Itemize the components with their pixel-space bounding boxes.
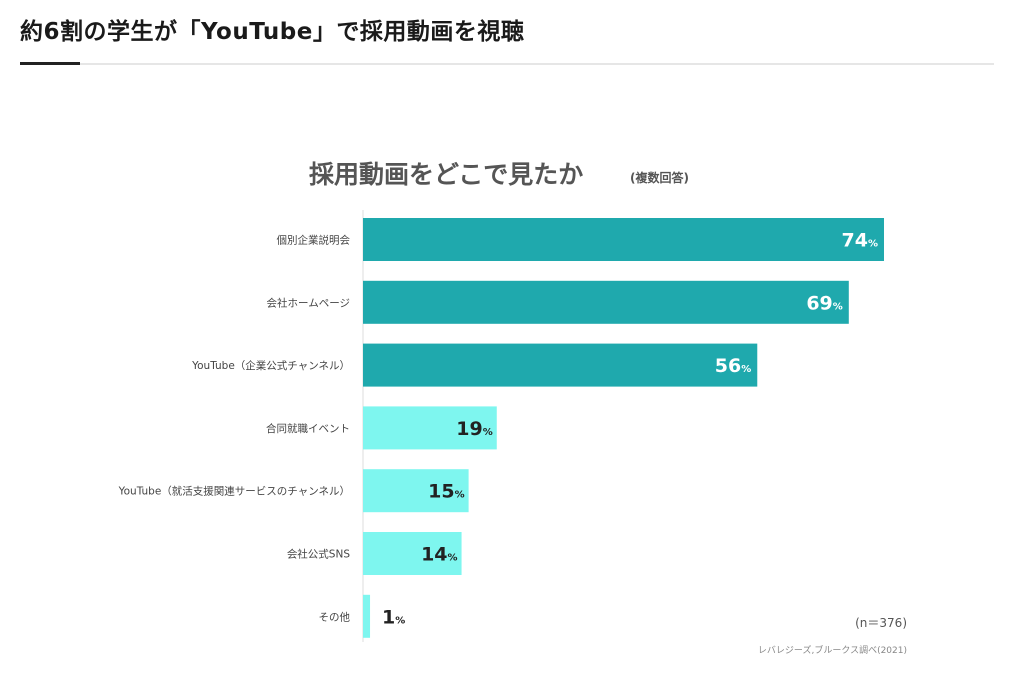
value-label: 15% xyxy=(428,481,464,503)
category-label: YouTube（企業公式チャンネル） xyxy=(191,359,350,372)
chart-title: 採用動画をどこで見たか xyxy=(309,160,583,189)
value-label: 19% xyxy=(456,418,492,440)
value-unit: % xyxy=(455,490,465,501)
bar xyxy=(363,406,497,450)
category-label: 個別企業説明会 xyxy=(277,234,351,247)
value-unit: % xyxy=(448,553,458,564)
bar xyxy=(363,218,884,261)
heading-divider xyxy=(20,63,994,65)
value-unit: % xyxy=(741,364,751,375)
sample-size-note: (n＝376) xyxy=(855,616,907,630)
chart-title-group: 採用動画をどこで見たか (複数回答) xyxy=(309,160,689,189)
bar xyxy=(363,280,849,324)
value-number: 56 xyxy=(715,355,741,377)
bar xyxy=(363,532,462,575)
category-label: その他 xyxy=(319,610,351,623)
article-heading: 約6割の学生が「YouTube」で採用動画を視聴 xyxy=(20,19,525,45)
category-label: YouTube（就活支援関連サービスのチャンネル） xyxy=(118,485,350,498)
value-unit: % xyxy=(868,239,878,250)
value-unit: % xyxy=(395,615,405,626)
category-label: 会社公式SNS xyxy=(287,548,351,561)
value-label: 69% xyxy=(806,292,842,314)
value-label: 74% xyxy=(842,230,878,252)
value-number: 14 xyxy=(421,544,447,566)
value-number: 1 xyxy=(382,606,395,628)
value-label: 14% xyxy=(421,544,457,566)
bar xyxy=(363,469,469,513)
category-label: 会社ホームページ xyxy=(267,296,350,309)
value-label: 56% xyxy=(715,355,751,377)
heading-divider-accent xyxy=(20,62,80,65)
value-label: 1% xyxy=(382,606,405,628)
source-credit: レバレジーズ,ブルークス調べ(2021) xyxy=(758,644,907,656)
value-number: 15 xyxy=(428,481,454,503)
category-label: 合同就職イベント xyxy=(266,422,350,435)
value-number: 74 xyxy=(842,230,868,252)
bars-group: 個別企業説明会 74% 会社ホームページ 69% YouTube（企業公式チャンネル） 5… xyxy=(118,218,884,638)
value-unit: % xyxy=(483,427,493,438)
bar xyxy=(363,343,758,387)
value-unit: % xyxy=(833,301,843,312)
value-number: 19 xyxy=(456,418,482,440)
bar xyxy=(363,594,371,638)
value-number: 69 xyxy=(806,292,832,314)
chart-subtitle: (複数回答) xyxy=(630,170,689,185)
